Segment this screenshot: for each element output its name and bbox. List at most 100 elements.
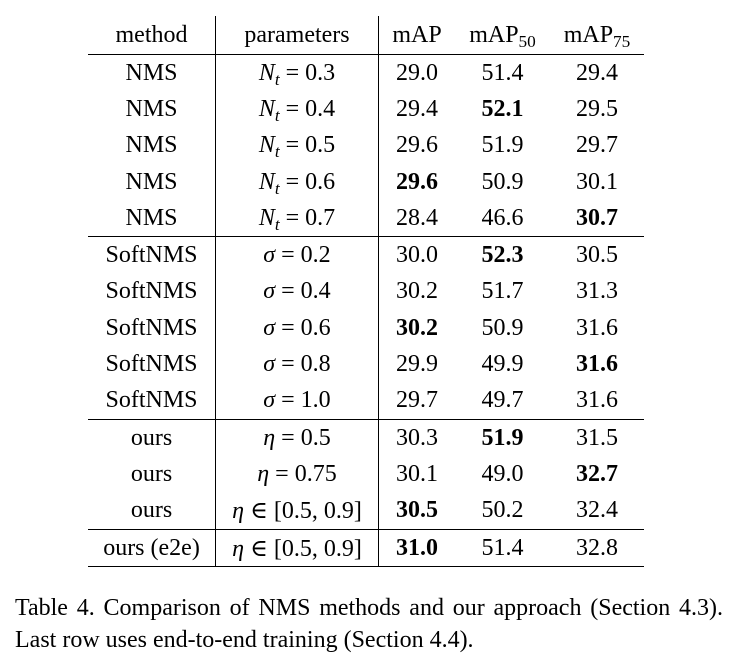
parameter-expression: η = 0.75 [257,461,336,487]
parameter-subscript: t [274,178,280,198]
table-header-row: method parameters mAP mAP50 mAP75 [88,16,644,55]
results-table: method parameters mAP mAP50 mAP75 NMS Nt … [88,16,644,568]
cell-map: 29.6 [378,127,455,164]
parameter-variable: σ [263,314,276,341]
parameter-variable: N [258,95,275,122]
results-table-container: method parameters mAP mAP50 mAP75 NMS Nt … [88,16,644,568]
header-map: mAP [378,16,455,55]
parameter-value: = 0.7 [279,204,336,231]
cell-method: NMS [125,95,178,122]
cell-parameters: σ = 0.8 [215,346,379,383]
cell-parameters: η ∈ [0.5, 0.9] [215,529,379,568]
cell-map75: 31.6 [576,351,618,378]
table-row: SoftNMS σ = 1.0 29.7 49.7 31.6 [88,382,644,420]
parameter-expression: Nt = 0.3 [258,59,336,89]
cell-map50: 51.4 [455,529,550,568]
cell-parameters: Nt = 0.5 [215,127,379,164]
parameter-value: ∈ [0.5, 0.9] [244,535,362,562]
cell-map50: 52.1 [481,95,524,122]
cell-map75: 30.7 [550,200,644,238]
cell-map: 29.7 [378,382,455,420]
cell-method: ours [130,424,173,451]
cell-method: SoftNMS [105,351,198,378]
table-row: NMS Nt = 0.5 29.6 51.9 29.7 [88,127,644,164]
cell-method: SoftNMS [88,382,216,420]
cell-map: 30.2 [378,310,455,347]
cell-map50: 49.0 [481,460,524,487]
parameter-expression: η = 0.5 [263,425,330,451]
cell-map50: 50.2 [455,492,550,530]
cell-method: ours [130,460,173,487]
parameter-variable: σ [263,387,276,414]
parameter-subscript: t [274,106,280,126]
parameter-variable: η [232,535,245,562]
cell-map50: 51.9 [481,424,524,451]
parameter-value: = 1.0 [275,387,331,414]
parameter-expression: σ = 0.6 [263,315,330,341]
cell-map50: 49.7 [455,382,550,420]
parameter-value: = 0.3 [279,59,336,86]
table-row: NMS Nt = 0.6 29.6 50.9 30.1 [88,163,644,201]
parameter-value: = 0.75 [269,460,337,487]
cell-method: NMS [88,200,216,238]
cell-map75: 32.8 [550,529,644,568]
table-row: SoftNMS σ = 0.8 29.9 49.9 31.6 [88,346,644,383]
table-row: ours η = 0.75 30.1 49.0 32.7 [88,456,644,493]
cell-parameters: η ∈ [0.5, 0.9] [215,492,379,530]
cell-method: ours [88,492,216,530]
cell-map75: 30.1 [576,168,618,195]
cell-map50: 49.9 [481,351,524,378]
table-body: NMS Nt = 0.3 29.0 51.4 29.4 NMS Nt = 0.4 29.4 52… [88,54,644,568]
cell-method: ours (e2e) [88,529,216,568]
parameter-value: = 0.6 [275,314,331,341]
cell-parameters: η = 0.5 [215,419,379,457]
cell-parameters: σ = 0.6 [215,310,379,347]
cell-map: 29.4 [378,91,455,128]
parameter-variable: σ [263,242,276,269]
cell-map75: 31.3 [576,278,618,305]
table-row: NMS Nt = 0.3 29.0 51.4 29.4 [88,54,644,92]
table-row: SoftNMS σ = 0.4 30.2 51.7 31.3 [88,273,644,311]
parameter-variable: η [232,498,245,525]
parameter-variable: σ [263,351,276,378]
cell-map50: 52.3 [481,242,524,269]
parameter-expression: σ = 0.4 [263,278,330,304]
parameter-variable: N [258,59,275,86]
parameter-expression: Nt = 0.5 [259,132,336,162]
parameter-variable: N [258,204,275,231]
cell-map: 30.3 [378,419,455,457]
cell-map: 28.4 [378,200,455,238]
parameter-subscript: t [274,142,280,162]
cell-method: NMS [125,132,178,159]
cell-map75: 31.6 [576,314,618,341]
parameter-expression: Nt = 0.4 [258,95,335,126]
header-map50: mAP50 [455,16,550,55]
cell-map50: 51.7 [481,278,524,305]
parameter-subscript: t [274,69,280,89]
cell-map: 30.5 [378,492,455,530]
cell-parameters: Nt = 0.6 [215,163,379,201]
cell-map75: 29.4 [576,59,618,86]
cell-map50: 51.4 [481,59,524,86]
cell-parameters: σ = 0.2 [215,236,379,274]
table-caption: Table 4. Comparison of NMS methods and o… [15,595,723,653]
parameter-value: = 0.5 [275,424,331,451]
cell-map50: 50.9 [481,314,524,341]
cell-parameters: Nt = 0.3 [215,54,379,92]
header-parameters: parameters [215,16,379,55]
parameter-value: = 0.5 [279,132,336,159]
parameter-value: = 0.8 [275,351,331,378]
parameter-expression: σ = 1.0 [263,387,330,413]
cell-map50: 50.9 [481,168,524,195]
header-method: method [88,16,216,55]
header-map50-base: mAP [469,21,519,48]
parameter-expression: η ∈ [0.5, 0.9] [232,536,362,562]
cell-parameters: Nt = 0.7 [215,200,379,238]
header-map75: mAP75 [550,16,644,55]
cell-map75: 29.7 [576,132,618,159]
table-row: ours η = 0.5 30.3 51.9 31.5 [88,419,644,457]
table-row: SoftNMS σ = 0.6 30.2 50.9 31.6 [88,310,644,347]
parameter-expression: Nt = 0.7 [258,204,336,233]
cell-method: SoftNMS [105,242,198,269]
cell-map75: 32.4 [550,492,644,530]
